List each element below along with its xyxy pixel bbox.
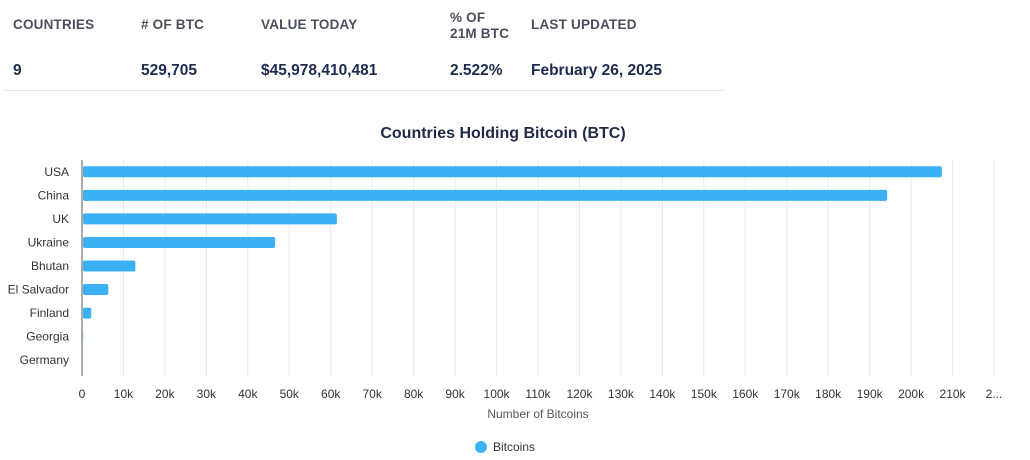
last-updated-header: LAST UPDATED [531,17,637,32]
y-category-label: China [38,188,70,202]
x-tick-label: 150k [691,387,718,401]
value-today-value: $45,978,410,481 [261,62,378,79]
pct-header-line1: % OF [450,10,486,25]
y-category-label: Finland [30,306,69,320]
last-updated-value: February 26, 2025 [531,62,662,79]
y-category-label: Ukraine [28,235,70,249]
x-tick-label: 20k [155,387,175,401]
x-tick-label: 0 [79,387,86,401]
x-tick-label: 190k [857,387,884,401]
y-category-label: Georgia [26,330,69,344]
x-tick-label: 120k [566,387,593,401]
pct-header-line2: 21M BTC [450,26,510,41]
chart-title: Countries Holding Bitcoin (BTC) [380,125,625,142]
x-tick-label: 170k [774,387,801,401]
bitcoin-bar-chart: Countries Holding Bitcoin (BTC) 0 10k 20k 3… [8,125,1003,454]
btc-count-header: # OF BTC [141,17,205,32]
y-category-label: USA [44,165,69,179]
legend[interactable]: Bitcoins [475,440,535,454]
x-tick-label: 100k [484,387,511,401]
x-tick-label: 40k [238,387,258,401]
stats-panel: COUNTRIES # OF BTC VALUE TODAY % OF 21M … [4,0,724,91]
value-today-header: VALUE TODAY [261,17,358,32]
x-tick-label: 2... [986,387,1003,401]
x-tick-label: 210k [940,387,967,401]
x-tick-label: 140k [649,387,676,401]
y-category-label: UK [52,212,69,226]
x-tick-label: 90k [445,387,465,401]
btc-count-value: 529,705 [141,62,198,79]
bar-finland[interactable] [83,307,92,319]
bar-ukraine[interactable] [83,236,276,248]
y-category-label: El Salvador [8,283,69,297]
x-tick-label: 70k [363,387,383,401]
x-tick-label: 10k [114,387,134,401]
bar-bhutan[interactable] [83,260,136,272]
x-tick-label: 160k [732,387,759,401]
bar-uk[interactable] [83,213,337,225]
legend-marker-bitcoins [475,441,487,453]
x-axis-label: Number of Bitcoins [487,407,588,421]
bar-el-salvador[interactable] [83,284,109,296]
x-tick-label: 200k [898,387,925,401]
x-tick-label: 110k [525,387,551,401]
x-tick-label: 50k [280,387,300,401]
pct-value: 2.522% [450,62,503,79]
y-category-label: Bhutan [31,259,69,273]
x-tick-label: 60k [321,387,341,401]
y-category-label: Germany [20,353,69,367]
countries-header: COUNTRIES [13,17,95,32]
legend-label-bitcoins: Bitcoins [493,440,535,454]
countries-value: 9 [13,62,22,79]
bar-china[interactable] [83,189,888,201]
x-tick-label: 30k [197,387,217,401]
x-tick-label: 80k [404,387,424,401]
x-tick-label: 130k [608,387,635,401]
x-tick-label: 180k [815,387,842,401]
bar-usa[interactable] [83,166,942,178]
